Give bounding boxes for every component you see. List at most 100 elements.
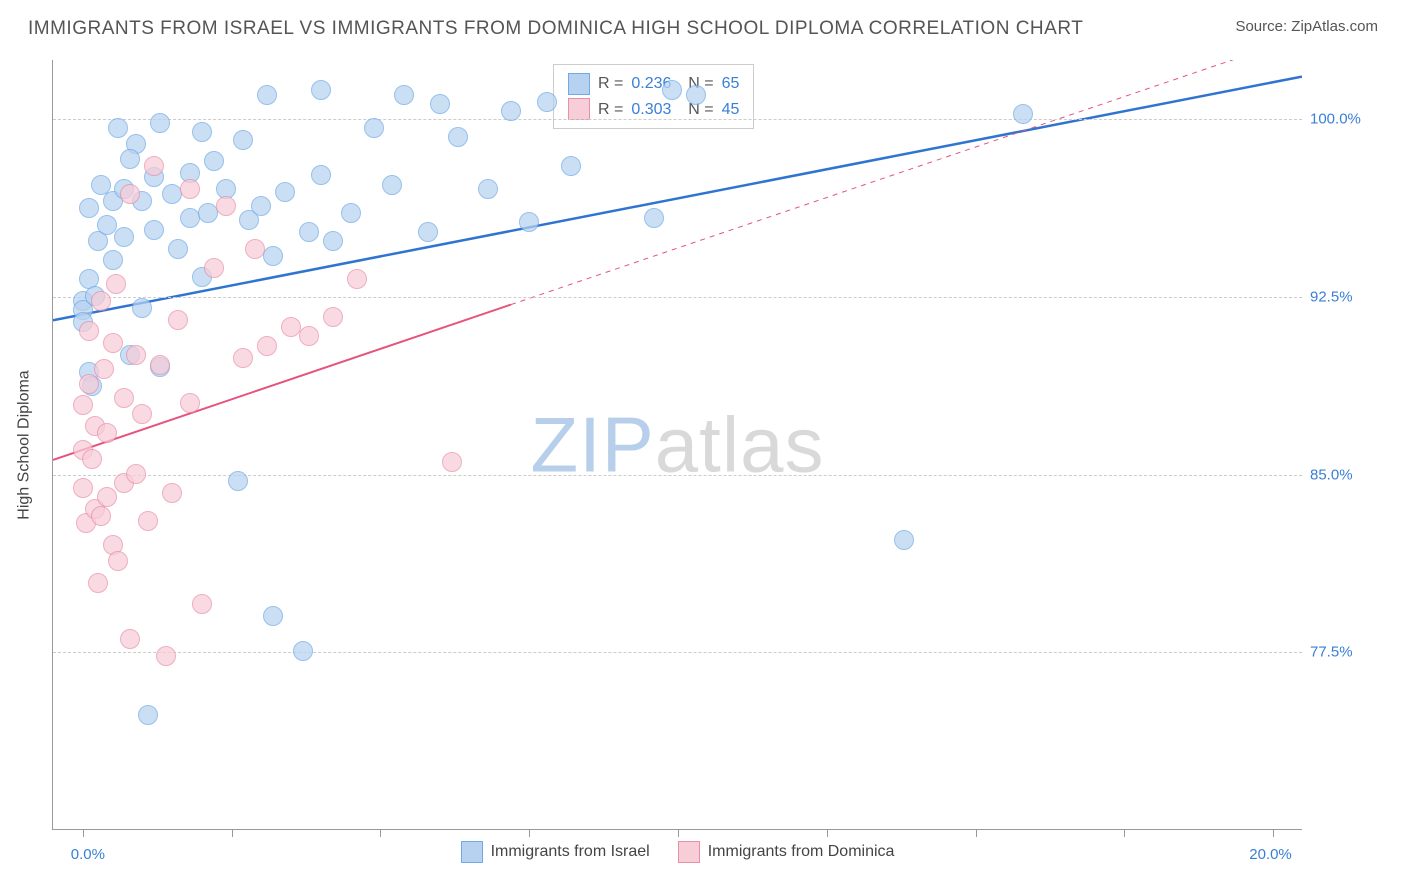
scatter-point (561, 156, 581, 176)
scatter-point (88, 573, 108, 593)
scatter-point (162, 483, 182, 503)
series-legend-label: Immigrants from Dominica (708, 843, 895, 861)
series-legend: Immigrants from Israel Immigrants from Do… (53, 841, 1302, 863)
scatter-point (430, 94, 450, 114)
ytick-label: 100.0% (1310, 111, 1380, 128)
scatter-point (138, 511, 158, 531)
scatter-plot-area: ZIPatlas R = 0.236 N = 65R = 0.303 N = 4… (52, 60, 1302, 830)
grid-line (53, 119, 1302, 120)
scatter-point (103, 333, 123, 353)
scatter-point (341, 203, 361, 223)
scatter-point (251, 196, 271, 216)
scatter-point (108, 551, 128, 571)
chart-source: Source: ZipAtlas.com (1235, 18, 1378, 35)
scatter-point (293, 641, 313, 661)
xtick (232, 829, 233, 837)
xtick (1124, 829, 1125, 837)
legend-r-label: R = (598, 71, 623, 97)
scatter-point (114, 227, 134, 247)
yaxis-label: High School Diploma (16, 370, 34, 519)
scatter-point (132, 298, 152, 318)
xtick (678, 829, 679, 837)
watermark: ZIPatlas (530, 399, 824, 490)
xtick (976, 829, 977, 837)
scatter-point (168, 310, 188, 330)
scatter-point (156, 646, 176, 666)
scatter-point (478, 179, 498, 199)
scatter-point (106, 274, 126, 294)
scatter-point (138, 705, 158, 725)
scatter-point (79, 198, 99, 218)
scatter-point (662, 80, 682, 100)
grid-line (53, 652, 1302, 653)
scatter-point (132, 404, 152, 424)
scatter-point (644, 208, 664, 228)
scatter-point (216, 196, 236, 216)
series-legend-item: Immigrants from Israel (461, 841, 650, 863)
scatter-point (686, 85, 706, 105)
xtick (83, 829, 84, 837)
xtick (1273, 829, 1274, 837)
scatter-point (394, 85, 414, 105)
scatter-point (323, 231, 343, 251)
xtick (380, 829, 381, 837)
scatter-point (168, 239, 188, 259)
scatter-point (73, 478, 93, 498)
scatter-point (97, 423, 117, 443)
scatter-point (894, 530, 914, 550)
legend-row: R = 0.236 N = 65 (568, 71, 739, 97)
scatter-point (192, 594, 212, 614)
scatter-point (114, 388, 134, 408)
scatter-point (91, 291, 111, 311)
scatter-point (347, 269, 367, 289)
legend-swatch (461, 841, 483, 863)
scatter-point (204, 258, 224, 278)
scatter-point (73, 395, 93, 415)
scatter-point (79, 321, 99, 341)
scatter-point (311, 80, 331, 100)
grid-line (53, 297, 1302, 298)
scatter-point (180, 393, 200, 413)
scatter-point (418, 222, 438, 242)
yaxis-label-container: High School Diploma (10, 60, 40, 830)
scatter-point (519, 212, 539, 232)
scatter-point (263, 246, 283, 266)
scatter-point (299, 222, 319, 242)
scatter-point (311, 165, 331, 185)
scatter-point (120, 629, 140, 649)
scatter-point (1013, 104, 1033, 124)
ytick-label: 85.0% (1310, 466, 1380, 483)
xaxis-max-label: 20.0% (1249, 846, 1292, 863)
scatter-point (233, 130, 253, 150)
scatter-point (537, 92, 557, 112)
series-legend-item: Immigrants from Dominica (678, 841, 895, 863)
scatter-point (120, 184, 140, 204)
scatter-point (192, 122, 212, 142)
scatter-point (144, 156, 164, 176)
xaxis-min-label: 0.0% (71, 846, 105, 863)
scatter-point (97, 487, 117, 507)
scatter-point (126, 464, 146, 484)
scatter-point (263, 606, 283, 626)
scatter-point (91, 506, 111, 526)
legend-swatch (568, 98, 590, 120)
ytick-label: 77.5% (1310, 644, 1380, 661)
scatter-point (275, 182, 295, 202)
scatter-point (442, 452, 462, 472)
chart-header: IMMIGRANTS FROM ISRAEL VS IMMIGRANTS FRO… (0, 0, 1406, 48)
scatter-point (364, 118, 384, 138)
scatter-point (150, 355, 170, 375)
ytick-label: 92.5% (1310, 288, 1380, 305)
scatter-point (150, 113, 170, 133)
scatter-point (180, 179, 200, 199)
scatter-point (108, 118, 128, 138)
scatter-point (126, 345, 146, 365)
scatter-point (448, 127, 468, 147)
scatter-point (103, 250, 123, 270)
scatter-point (120, 149, 140, 169)
scatter-point (228, 471, 248, 491)
scatter-point (299, 326, 319, 346)
scatter-point (323, 307, 343, 327)
scatter-point (382, 175, 402, 195)
scatter-point (257, 85, 277, 105)
